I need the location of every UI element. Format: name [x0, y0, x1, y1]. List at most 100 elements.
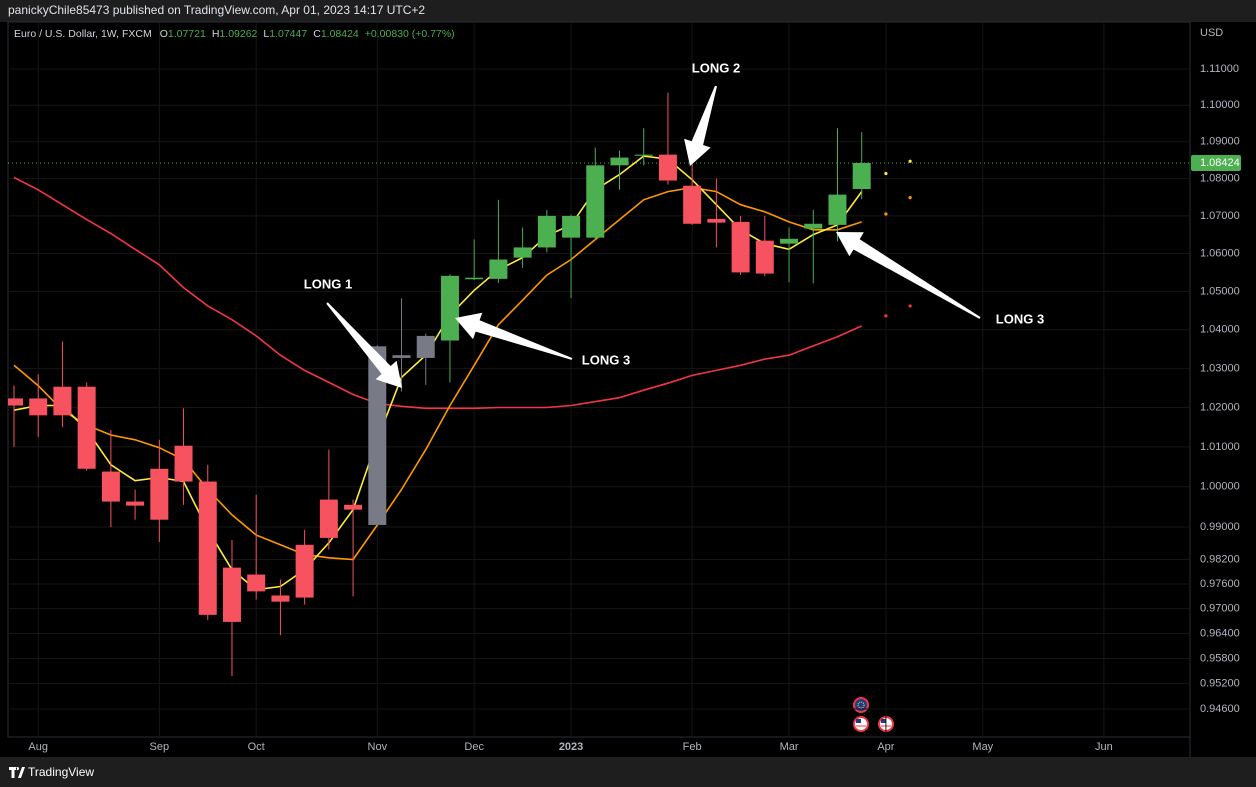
- candle-body: [513, 247, 532, 258]
- x-tick-label: Apr: [877, 741, 894, 753]
- candle-body: [222, 567, 241, 622]
- x-tick-label: Nov: [368, 741, 388, 753]
- annotation-arrow: [326, 302, 402, 388]
- y-tick-label: 1.01000: [1200, 441, 1240, 453]
- candle-body: [416, 335, 435, 358]
- last-price-label: 1.08424: [1200, 157, 1240, 169]
- candle-body: [344, 504, 363, 510]
- annotation-arrow: [455, 312, 573, 360]
- y-tick-label: 0.98200: [1200, 553, 1240, 565]
- candle-body: [440, 275, 459, 341]
- candle-body: [392, 355, 411, 358]
- candle-body: [295, 544, 314, 598]
- projection-dot: [908, 159, 912, 163]
- annotation-arrow: [684, 85, 717, 166]
- annotation-label: LONG 1: [304, 276, 352, 291]
- candle-body: [319, 499, 338, 538]
- y-tick-label: 1.07000: [1200, 210, 1240, 222]
- moving-average-line: [13, 176, 863, 410]
- candle-body: [852, 162, 871, 190]
- y-tick-label: 1.00000: [1200, 481, 1240, 493]
- x-tick-label: Dec: [464, 741, 484, 753]
- candle-body: [634, 154, 653, 156]
- ohlc-key: O: [160, 28, 168, 40]
- candle-body: [126, 501, 145, 506]
- x-tick-label: Sep: [150, 741, 170, 753]
- currency-label: USD: [1200, 27, 1223, 39]
- x-tick-label: Feb: [683, 741, 702, 753]
- y-tick-label: 1.06000: [1200, 247, 1240, 259]
- candle-body: [562, 215, 581, 238]
- y-tick-label: 1.03000: [1200, 362, 1240, 374]
- candle-body: [683, 185, 702, 224]
- projection-dot: [884, 171, 888, 176]
- y-tick-label: 0.94600: [1200, 703, 1240, 715]
- annotation-label: LONG 3: [996, 311, 1044, 326]
- y-tick-label: 1.10000: [1200, 99, 1240, 111]
- candle-body: [586, 165, 605, 238]
- projection-dot: [908, 196, 912, 200]
- candle-body: [271, 595, 290, 602]
- candle-body: [658, 154, 677, 181]
- x-tick-label: May: [972, 741, 993, 753]
- y-tick-label: 0.96400: [1200, 627, 1240, 639]
- candle-body: [53, 386, 72, 416]
- y-tick-label: 1.11000: [1200, 63, 1239, 75]
- candle-body: [828, 194, 847, 225]
- y-tick-label: 0.99000: [1200, 521, 1240, 533]
- candle-body: [101, 471, 120, 502]
- x-tick-label: Jun: [1095, 741, 1113, 753]
- last-price-box: [1191, 154, 1241, 171]
- change-label: +0.00830 (+0.77%): [365, 28, 455, 40]
- ohlc-value: 1.07721: [168, 28, 206, 40]
- annotation-arrow: [836, 232, 981, 319]
- y-tick-label: 1.09000: [1200, 136, 1240, 148]
- candle-body: [465, 277, 484, 280]
- projection-dot: [908, 304, 912, 308]
- projection-dot: [884, 314, 888, 318]
- ohlc-key: H: [212, 28, 220, 40]
- candle-body: [755, 240, 774, 274]
- moving-average-line: [13, 186, 862, 561]
- x-tick-label: Aug: [28, 741, 48, 753]
- series-layer: [8, 92, 912, 677]
- y-tick-label: 0.97000: [1200, 603, 1240, 615]
- candle-body: [731, 221, 750, 273]
- candle-body: [707, 218, 726, 223]
- candle-body: [29, 398, 48, 416]
- y-tick-label: 1.05000: [1200, 285, 1240, 297]
- x-tick-label: Oct: [248, 741, 265, 753]
- annotation-label: LONG 2: [692, 60, 740, 75]
- plot-area: [7, 21, 1191, 738]
- candle-body: [247, 574, 266, 592]
- y-tick-label: 0.95800: [1200, 652, 1240, 664]
- candle-body: [198, 481, 217, 615]
- top-bar: [0, 0, 1256, 22]
- candle-body: [174, 445, 193, 482]
- x-tick-label: 2023: [559, 741, 583, 753]
- ohlc-value: 1.07447: [269, 28, 307, 40]
- candle-body: [610, 157, 629, 166]
- ohlc-value: 1.09262: [219, 28, 257, 40]
- candle-body: [150, 468, 169, 520]
- y-tick-label: 1.08000: [1200, 173, 1240, 185]
- symbol-label: Euro / U.S. Dollar, 1W, FXCM: [14, 28, 152, 40]
- projection-dot: [884, 212, 888, 216]
- annotation-label: LONG 3: [582, 352, 630, 367]
- candle-body: [804, 223, 823, 229]
- x-tick-label: Mar: [780, 741, 799, 753]
- candle-body: [77, 386, 96, 469]
- y-tick-label: 0.95200: [1200, 678, 1240, 690]
- ohlc-value: 1.08424: [321, 28, 359, 40]
- candle-body: [368, 346, 387, 525]
- y-tick-label: 0.97600: [1200, 578, 1240, 590]
- ohlc-key: C: [313, 28, 321, 40]
- footer: [0, 757, 1256, 787]
- y-tick-label: 1.04000: [1200, 324, 1240, 336]
- brand-name: TradingView: [28, 765, 94, 779]
- brand-logo: [9, 767, 25, 778]
- y-tick-label: 1.02000: [1200, 401, 1240, 413]
- candle-body: [489, 259, 508, 279]
